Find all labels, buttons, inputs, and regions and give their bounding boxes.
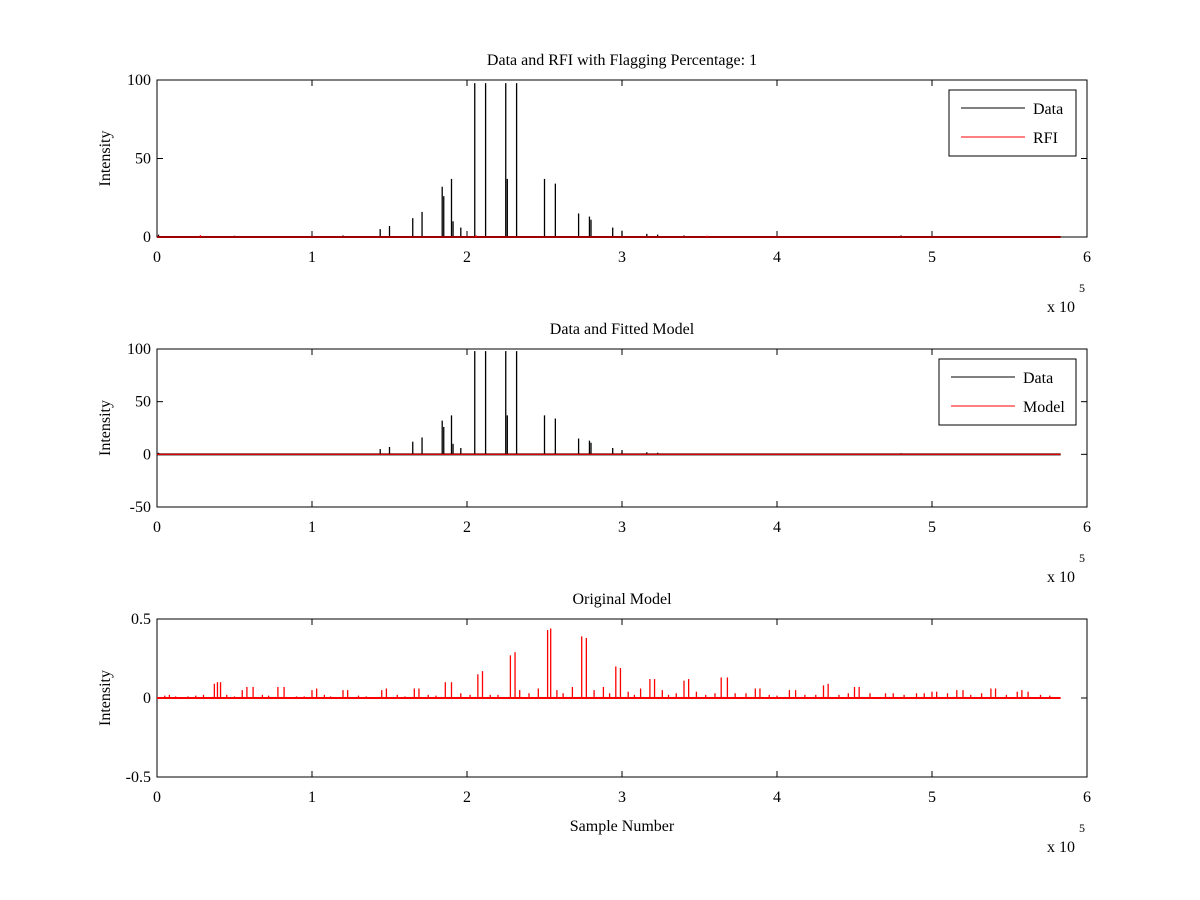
series-1 xyxy=(157,351,1061,456)
x-multiplier: x 10 xyxy=(1047,569,1075,586)
x-tick-label: 5 xyxy=(928,789,936,806)
y-tick-label: 0 xyxy=(143,229,151,246)
x-axis-label: Sample Number xyxy=(570,818,675,835)
x-multiplier-exponent: 5 xyxy=(1079,281,1085,295)
x-multiplier: x 10 xyxy=(1047,839,1075,856)
legend: Data RFI xyxy=(948,89,1077,157)
x-tick-label: 1 xyxy=(308,519,316,536)
x-tick-label: 3 xyxy=(618,789,626,806)
x-tick-label: 1 xyxy=(308,789,316,806)
legend-entry: Model xyxy=(1023,399,1065,416)
x-tick-label: 0 xyxy=(153,249,161,266)
legend-box xyxy=(948,89,1077,157)
x-tick-label: 6 xyxy=(1083,519,1091,536)
x-multiplier: x 10 xyxy=(1047,299,1075,316)
chart-title: Data and RFI with Flagging Percentage: 1 xyxy=(487,52,757,69)
series-1 xyxy=(157,628,1061,699)
chart-title: Data and Fitted Model xyxy=(550,321,695,338)
y-tick-label: 50 xyxy=(135,151,151,168)
x-multiplier-exponent: 5 xyxy=(1079,821,1085,835)
y-tick-label: 0 xyxy=(143,446,151,463)
legend-box xyxy=(938,358,1077,426)
plot-area xyxy=(156,79,1088,238)
legend-entry: RFI xyxy=(1033,130,1058,147)
x-tick-label: 5 xyxy=(928,249,936,266)
y-tick-label: 100 xyxy=(127,341,151,358)
x-tick-label: 3 xyxy=(618,519,626,536)
y-tick-label: 50 xyxy=(135,394,151,411)
y-axis-label: Intensity xyxy=(97,400,114,456)
chart-panel-1: Data and RFI with Flagging Percentage: 1… xyxy=(97,52,1091,316)
legend-entry: Data xyxy=(1033,101,1063,118)
x-tick-label: 2 xyxy=(463,249,471,266)
x-tick-label: 3 xyxy=(618,249,626,266)
x-tick-label: 6 xyxy=(1083,249,1091,266)
series-1 xyxy=(157,83,1061,238)
x-multiplier-exponent: 5 xyxy=(1079,551,1085,565)
y-axis-label: Intensity xyxy=(97,131,114,187)
legend-entry: Data xyxy=(1023,370,1053,387)
chart-title: Original Model xyxy=(572,591,672,608)
x-tick-label: 2 xyxy=(463,519,471,536)
x-tick-label: 1 xyxy=(308,249,316,266)
x-tick-label: 0 xyxy=(153,519,161,536)
x-tick-label: 2 xyxy=(463,789,471,806)
y-tick-label: 100 xyxy=(127,72,151,89)
y-tick-label: 0 xyxy=(143,690,151,707)
x-tick-label: 5 xyxy=(928,519,936,536)
x-tick-label: 4 xyxy=(773,249,781,266)
y-tick-label: 0.5 xyxy=(131,611,151,628)
x-tick-label: 4 xyxy=(773,519,781,536)
x-tick-label: 0 xyxy=(153,789,161,806)
y-tick-label: -0.5 xyxy=(126,769,151,786)
legend: Data Model xyxy=(938,358,1077,426)
y-axis-label: Intensity xyxy=(97,670,114,726)
x-tick-label: 6 xyxy=(1083,789,1091,806)
x-tick-label: 4 xyxy=(773,789,781,806)
y-tick-label: -50 xyxy=(130,499,151,516)
series-2 xyxy=(157,235,1061,238)
